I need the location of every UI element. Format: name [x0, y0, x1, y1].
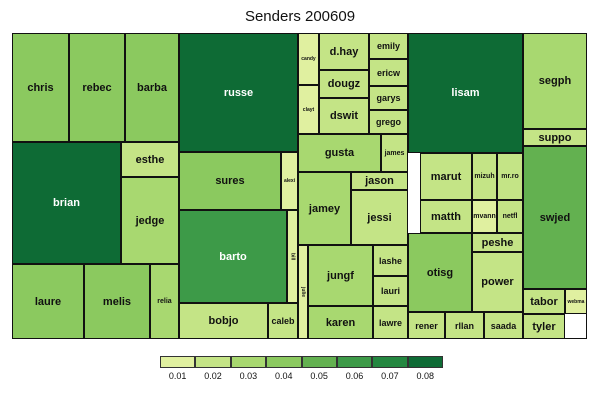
treemap-cell-peshe: peshe	[472, 233, 523, 252]
legend-swatch	[301, 356, 337, 368]
treemap-cell-esthe: esthe	[121, 142, 179, 177]
treemap-cell-lauri: lauri	[373, 276, 408, 306]
legend-swatch	[407, 356, 443, 368]
treemap-cell-rener: rener	[408, 312, 445, 339]
treemap-cell-mr-ro: mr.ro	[497, 153, 523, 200]
treemap-cell-mizuh: mizuh	[472, 153, 497, 200]
treemap-cell-jungf: jungf	[308, 245, 373, 306]
legend-label: 0.02	[204, 371, 222, 381]
treemap-cell-julie: julie	[298, 245, 308, 339]
treemap-cell-chris: chris	[12, 33, 69, 142]
legend-label: 0.05	[310, 371, 328, 381]
treemap-cell-garys: garys	[369, 86, 408, 110]
legend-swatch	[195, 356, 231, 368]
legend-label: 0.04	[275, 371, 293, 381]
treemap-cell-grego: grego	[369, 110, 408, 134]
treemap-cell-tyler: tyler	[523, 314, 565, 339]
legend-swatch	[266, 356, 302, 368]
treemap-cell-tabor: tabor	[523, 289, 565, 314]
treemap-cell-lisam: lisam	[408, 33, 523, 153]
treemap-cell-jedge: jedge	[121, 177, 179, 264]
treemap-cell-dougz: dougz	[319, 70, 369, 98]
treemap-cell-alexi: alexi	[281, 152, 298, 210]
legend-label: 0.07	[381, 371, 399, 381]
treemap-cell-karen: karen	[308, 306, 373, 339]
treemap-cell-suppo: suppo	[523, 129, 587, 146]
treemap-cell-marut: marut	[420, 153, 472, 200]
treemap-cell-candy: candy	[298, 33, 319, 85]
treemap-cell-matth: matth	[420, 200, 472, 233]
treemap-cell-james: james	[381, 134, 408, 172]
treemap-cell-barto: barto	[179, 210, 287, 303]
treemap-cell-rebec: rebec	[69, 33, 125, 142]
treemap-cell-caleb: caleb	[268, 303, 298, 339]
legend-label: 0.08	[416, 371, 435, 381]
treemap-cell-jason: jason	[351, 172, 408, 190]
treemap-cell-segph: segph	[523, 33, 587, 129]
color-legend: 0.01 0.02 0.03 0.04 0.05 0.06 0.07 0.08	[160, 356, 443, 382]
treemap-cell-emily: emily	[369, 33, 408, 59]
treemap-cell-saada: saada	[484, 312, 523, 339]
treemap-cell-netfl: netfl	[497, 200, 523, 233]
treemap-cell-clayt: clayt	[298, 85, 319, 134]
treemap-cell-ericw: ericw	[369, 59, 408, 86]
legend-swatch	[160, 356, 196, 368]
legend-swatch	[336, 356, 373, 368]
treemap-cell-jessi: jessi	[351, 190, 408, 245]
treemap-cell-otisg: otisg	[408, 233, 472, 312]
treemap-cell-rllan: rllan	[445, 312, 484, 339]
treemap-cell-swjed: swjed	[523, 146, 587, 289]
treemap-cell-bill: bill	[287, 210, 298, 303]
legend-swatch	[230, 356, 267, 368]
treemap-cell-power: power	[472, 252, 523, 312]
treemap-cell-mvann: mvann	[472, 200, 497, 233]
treemap-cell-laure: laure	[12, 264, 84, 339]
legend-swatch	[372, 356, 408, 368]
treemap-cell-russe: russe	[179, 33, 298, 152]
treemap-cell-gusta: gusta	[298, 134, 381, 172]
treemap-cell-lawre: lawre	[373, 306, 408, 339]
treemap-cell-relia: relia	[150, 264, 179, 339]
treemap-cell-lashe: lashe	[373, 245, 408, 276]
treemap-cell-melis: melis	[84, 264, 150, 339]
treemap-cell-brian: brian	[12, 142, 121, 264]
legend-label: 0.06	[345, 371, 364, 381]
treemap-cell-bobjo: bobjo	[179, 303, 268, 339]
treemap-cell-barba: barba	[125, 33, 179, 142]
treemap-cell-dswit: dswit	[319, 98, 369, 134]
treemap-cell-d-hay: d.hay	[319, 33, 369, 70]
treemap-cell-sures: sures	[179, 152, 281, 210]
treemap-cell-jamey: jamey	[298, 172, 351, 245]
legend-label: 0.03	[239, 371, 258, 381]
legend-label: 0.01	[168, 371, 187, 381]
chart-title: Senders 200609	[244, 8, 356, 25]
treemap-cell-webma: webma	[565, 289, 587, 314]
